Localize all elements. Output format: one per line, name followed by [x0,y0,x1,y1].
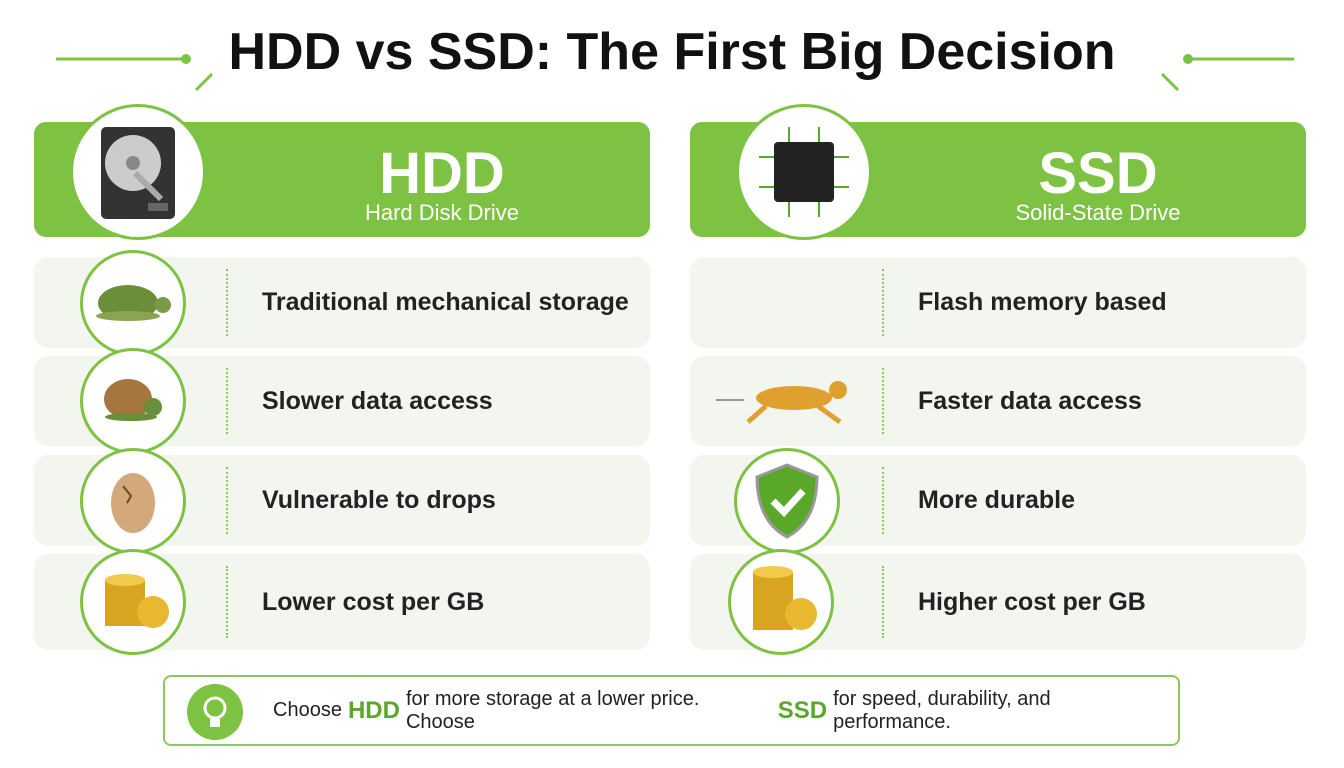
footer: Choose HDD for more storage at a lower p… [163,675,1180,746]
hdd-header: HDD Hard Disk Drive [34,104,650,240]
footer-highlight: SSD [777,696,828,724]
footer-text: for more storage at a lower price. Choos… [405,687,700,733]
turtle-icon [80,249,186,356]
row: Faster data access [690,356,1306,446]
bulb-icon [187,684,243,740]
row: Lower cost per GB [34,549,650,655]
turtle-icon [80,348,186,454]
row: More durable [690,447,1306,554]
row-text: Higher cost per GB [918,587,1146,616]
row: Slower data access [34,348,650,454]
row-text: Flash memory based [918,288,1167,316]
title-decoration [56,54,1294,92]
row: Higher cost per GB [690,549,1306,655]
coins-icon [728,549,834,655]
footer-highlight: HDD [347,696,400,724]
footer-text: for speed, durability, and performance. [833,687,1051,733]
row-text: Lower cost per GB [262,587,485,616]
column-subtitle: Solid-State Drive [1015,200,1181,225]
footer-text: Choose HDD for more storage at a lower p… [273,677,1178,744]
hdd-icon [70,104,206,240]
row: Vulnerable to drops [34,447,650,554]
row-text: Slower data access [262,386,493,415]
row-text: Faster data access [918,386,1142,415]
coins-icon [80,549,186,655]
cheetah-icon [716,381,847,425]
ssd-header: SSD Solid-State Drive [690,104,1306,240]
shield-icon [734,447,840,554]
column-subtitle: Hard Disk Drive [364,200,520,225]
row: Traditional mechanical storage [34,249,650,356]
row-text: Vulnerable to drops [262,486,496,514]
footer-text: Choose [273,699,342,721]
ssd-icon [736,104,872,240]
row-text: More durable [918,486,1075,514]
title: HDD vs SSD: The First Big Decision [228,23,1116,81]
egg-icon [80,447,186,554]
column-name: SSD [1038,141,1158,206]
row-text: Traditional mechanical storage [262,288,629,316]
column-name: HDD [379,141,505,206]
row: Flash memory based [690,257,1306,348]
